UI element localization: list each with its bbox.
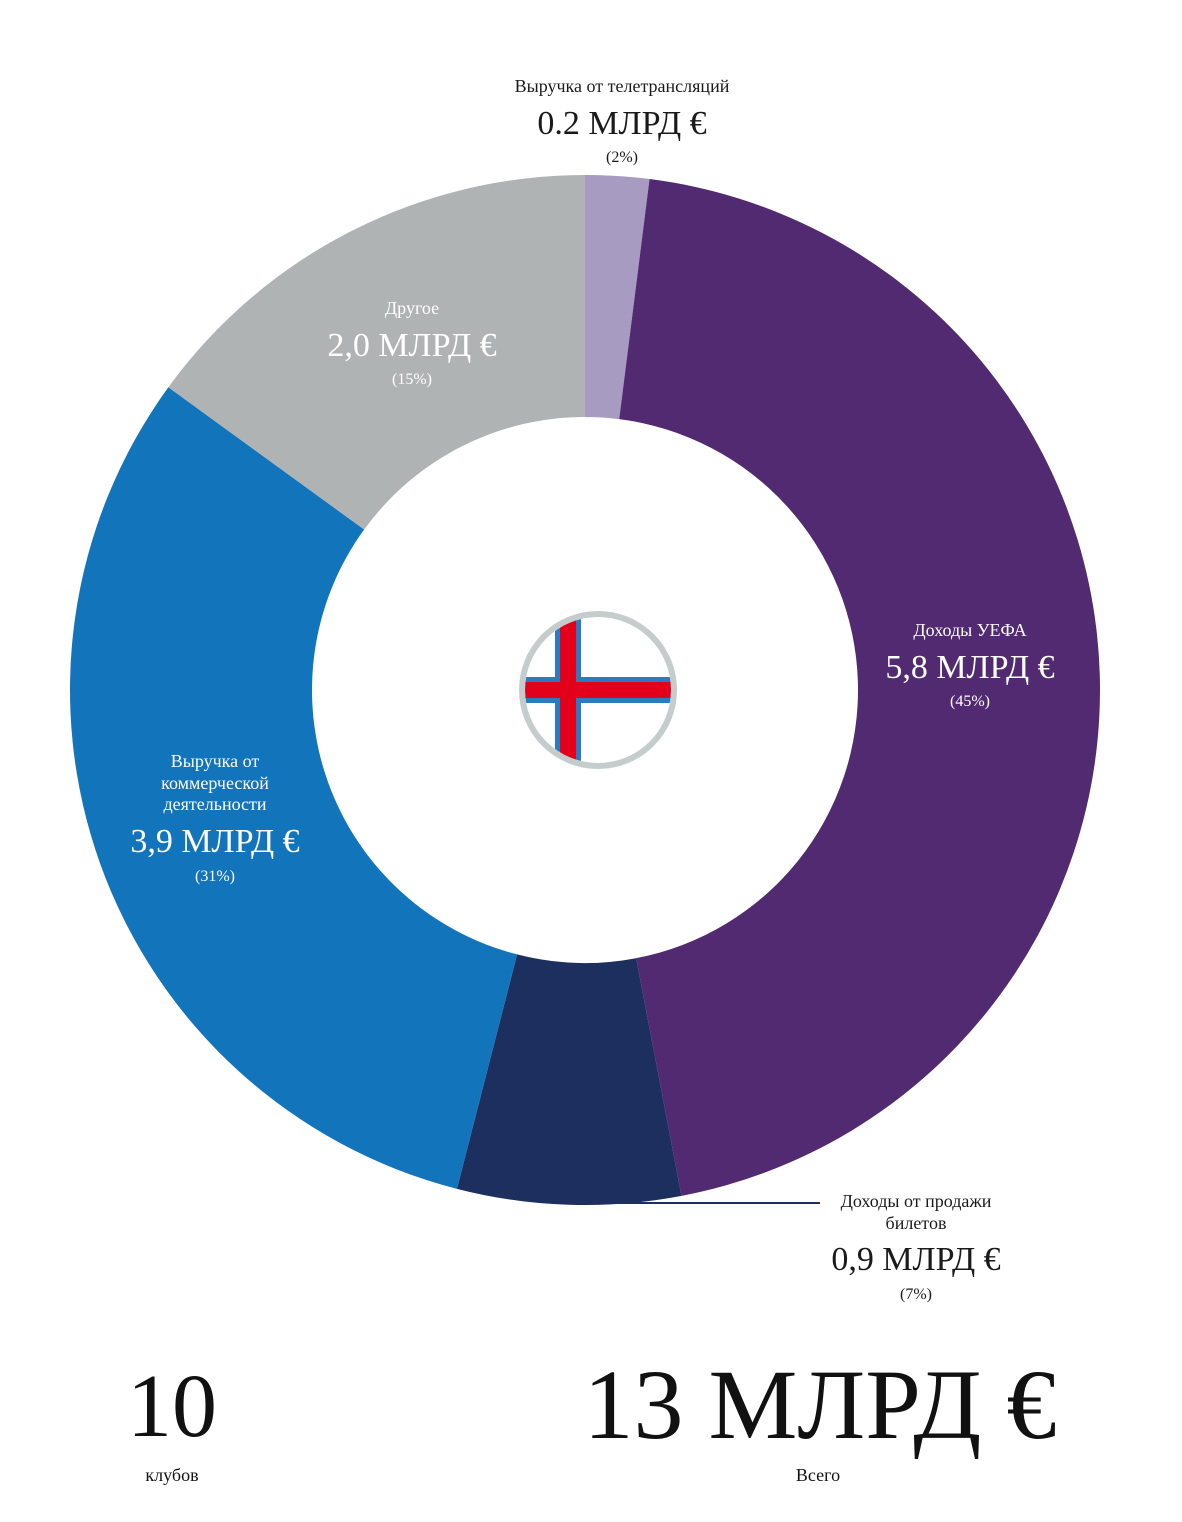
slice — [168, 175, 585, 530]
slice — [69, 387, 518, 1189]
slice-name: Выручка от телетрансляций — [514, 76, 730, 96]
slice-amount: 0.2 МЛРД € — [537, 104, 707, 142]
total-caption: Всего — [795, 1465, 841, 1485]
slice-amount: 2,0 МЛРД € — [327, 326, 497, 364]
slice — [456, 954, 682, 1205]
slice-label: Выручка от телетрансляций 0.2 МЛРД € (2%) — [462, 76, 782, 168]
flag — [519, 611, 677, 769]
slice-label: Доходы от продажи билетов 0,9 МЛРД € (7%) — [821, 1191, 1011, 1304]
slice — [585, 175, 650, 420]
clubs-caption: клубов — [145, 1465, 199, 1485]
slice-label: Другое 2,0 МЛРД € (15%) — [302, 298, 522, 390]
slice-amount: 5,8 МЛРД € — [885, 648, 1055, 686]
donut — [69, 175, 1100, 1205]
slice-percent: (2%) — [606, 149, 638, 167]
slice-percent: (31%) — [195, 867, 235, 885]
slice — [619, 179, 1100, 1196]
clubs-count: 10 — [127, 1357, 217, 1456]
slice-label: Выручка от коммерческой деятельности 3,9 … — [125, 751, 305, 886]
slice-amount: 0,9 МЛРД € — [831, 1241, 1001, 1279]
slice-name: Доходы УЕФА — [913, 620, 1027, 640]
slice-name: Выручка от коммерческой деятельности — [161, 751, 269, 815]
slice-percent: (15%) — [392, 371, 432, 389]
slice-percent: (7%) — [900, 1285, 932, 1303]
total: 13 МЛРД € — [583, 1349, 1057, 1460]
slice-amount: 3,9 МЛРД € — [130, 822, 300, 860]
slice-name: Другое — [384, 298, 440, 318]
slice-percent: (45%) — [950, 693, 990, 711]
slice-label: Доходы УЕФА 5,8 МЛРД € (45%) — [860, 620, 1080, 712]
slice-name: Доходы от продажи билетов — [840, 1191, 992, 1233]
